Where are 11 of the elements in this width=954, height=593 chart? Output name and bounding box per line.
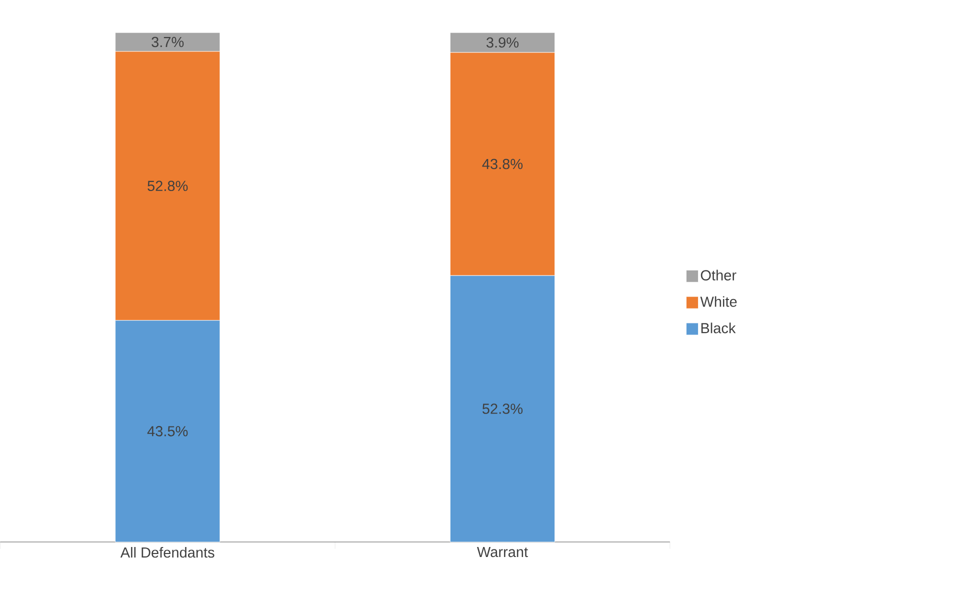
data-label: 43.5%: [147, 426, 188, 437]
data-label: 52.8%: [148, 180, 188, 192]
x-tick-label: Warrant: [477, 547, 528, 558]
data-label: 52.3%: [482, 404, 523, 414]
legend-label: White: [700, 296, 737, 308]
x-tick-label: All Defendants: [120, 547, 214, 558]
data-label: 3.9%: [486, 38, 519, 48]
data-label: 43.8%: [482, 159, 523, 170]
legend-label: Other: [700, 270, 736, 281]
legend-label: Black: [701, 322, 736, 334]
data-label: 3.7%: [152, 37, 184, 48]
